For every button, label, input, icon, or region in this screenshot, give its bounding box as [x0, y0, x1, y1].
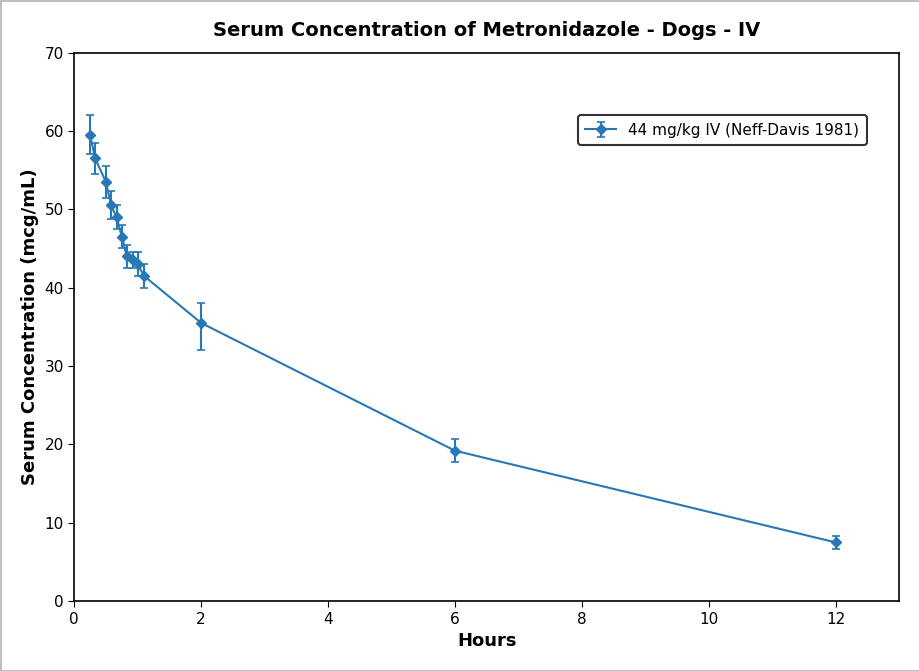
- X-axis label: Hours: Hours: [457, 632, 516, 650]
- Y-axis label: Serum Concentration (mcg/mL): Serum Concentration (mcg/mL): [21, 168, 39, 485]
- Legend: 44 mg/kg IV (Neff-Davis 1981): 44 mg/kg IV (Neff-Davis 1981): [577, 115, 866, 146]
- Title: Serum Concentration of Metronidazole - Dogs - IV: Serum Concentration of Metronidazole - D…: [213, 21, 759, 40]
